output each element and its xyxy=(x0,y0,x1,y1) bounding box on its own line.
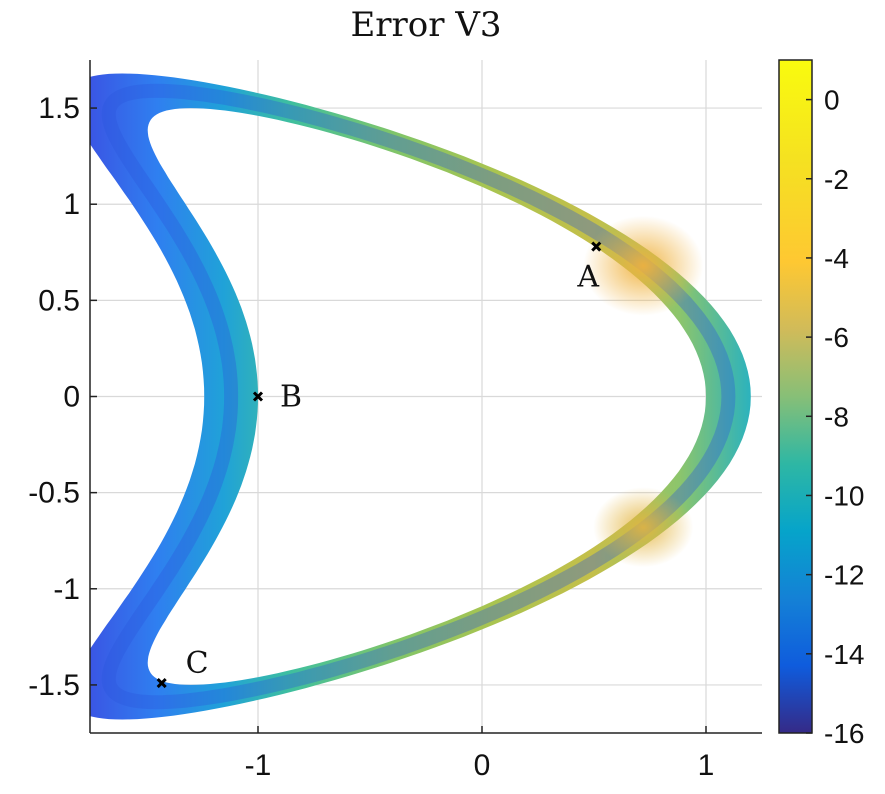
x-tick-label: 0 xyxy=(474,749,491,782)
y-tick-label: 0.5 xyxy=(38,284,80,317)
colorbar-tick-label: -8 xyxy=(824,401,849,432)
point-label: A xyxy=(576,260,599,295)
y-tick-label: 1.5 xyxy=(38,92,80,125)
point-marker xyxy=(156,677,167,689)
colorbar-tick-label: -12 xyxy=(824,560,864,591)
plot-area: A B C -1 0 1 1.5 1 0.5 0 -0.5 -1 -1.5 xyxy=(28,60,762,782)
colorbar-gradient xyxy=(778,59,813,734)
colorbar: 0 -2 -4 -6 -8 -10 -12 -14 -16 xyxy=(778,59,864,749)
x-tick-label: 1 xyxy=(698,749,715,782)
error-field-ring xyxy=(90,73,751,720)
colorbar-tick-label: -10 xyxy=(824,480,864,511)
hotspot-upper xyxy=(583,215,704,316)
annotated-points: A B C xyxy=(156,241,602,689)
y-tick-label: 1 xyxy=(63,188,80,221)
colorbar-tick-label: -6 xyxy=(824,322,849,353)
colorbar-tick-label: -16 xyxy=(824,718,864,749)
point-marker xyxy=(591,241,602,252)
point-b: B xyxy=(252,380,302,415)
y-tick-label: -1 xyxy=(53,573,80,606)
point-a: A xyxy=(576,241,602,295)
x-ticks: -1 0 1 xyxy=(245,726,715,782)
point-label: B xyxy=(280,380,302,415)
point-marker xyxy=(252,391,264,402)
colorbar-tick-label: -4 xyxy=(824,243,849,274)
chart-title: Error V3 xyxy=(350,5,501,45)
colorbar-ticks: 0 -2 -4 -6 -8 -10 -12 -14 -16 xyxy=(806,85,864,749)
y-tick-label: -0.5 xyxy=(28,477,80,510)
x-tick-label: -1 xyxy=(245,749,272,782)
colorbar-tick-label: -14 xyxy=(824,639,864,670)
ring-inner-shading xyxy=(101,83,736,710)
point-c: C xyxy=(156,646,209,689)
colorbar-tick-label: 0 xyxy=(824,85,840,116)
y-tick-label: -1.5 xyxy=(28,669,80,702)
y-ticks: 1.5 1 0.5 0 -0.5 -1 -1.5 xyxy=(28,92,97,702)
hotspot-lower xyxy=(593,487,694,568)
point-label: C xyxy=(186,646,209,681)
colorbar-tick-label: -2 xyxy=(824,164,849,195)
y-tick-label: 0 xyxy=(63,381,80,414)
